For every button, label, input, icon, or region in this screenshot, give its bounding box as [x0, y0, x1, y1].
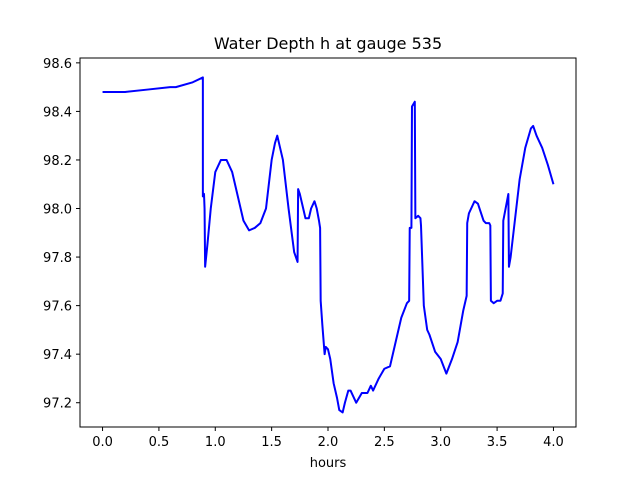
- y-tick-label: 97.6: [43, 300, 72, 315]
- x-tick-label: 1.0: [205, 435, 226, 450]
- y-tick-label: 97.4: [43, 348, 72, 363]
- x-tick-label: 4.0: [543, 435, 564, 450]
- y-tick-label: 98.2: [43, 154, 72, 169]
- x-axis-label: hours: [310, 456, 347, 471]
- x-tick-label: 1.5: [261, 435, 282, 450]
- y-tick-label: 97.2: [43, 397, 72, 412]
- y-tick-label: 98.0: [43, 203, 72, 218]
- y-axis-ticks: 97.2 97.4 97.6 97.8 98.0 98.2 98.4 98.6: [43, 57, 80, 412]
- y-tick-label: 98.4: [43, 105, 72, 120]
- x-tick-label: 3.0: [430, 435, 451, 450]
- water-depth-line: [102, 76, 555, 414]
- plot-area: [102, 76, 555, 414]
- y-tick-label: 97.8: [43, 251, 72, 266]
- x-tick-label: 2.5: [374, 435, 395, 450]
- chart-title: Water Depth h at gauge 535: [214, 34, 442, 53]
- x-tick-label: 3.5: [487, 435, 508, 450]
- x-tick-label: 0.0: [92, 435, 113, 450]
- x-tick-label: 0.5: [149, 435, 170, 450]
- x-axis-ticks: 0.0 0.5 1.0 1.5 2.0 2.5 3.0 3.5 4.0: [92, 427, 564, 450]
- y-tick-label: 98.6: [43, 57, 72, 72]
- x-tick-label: 2.0: [318, 435, 339, 450]
